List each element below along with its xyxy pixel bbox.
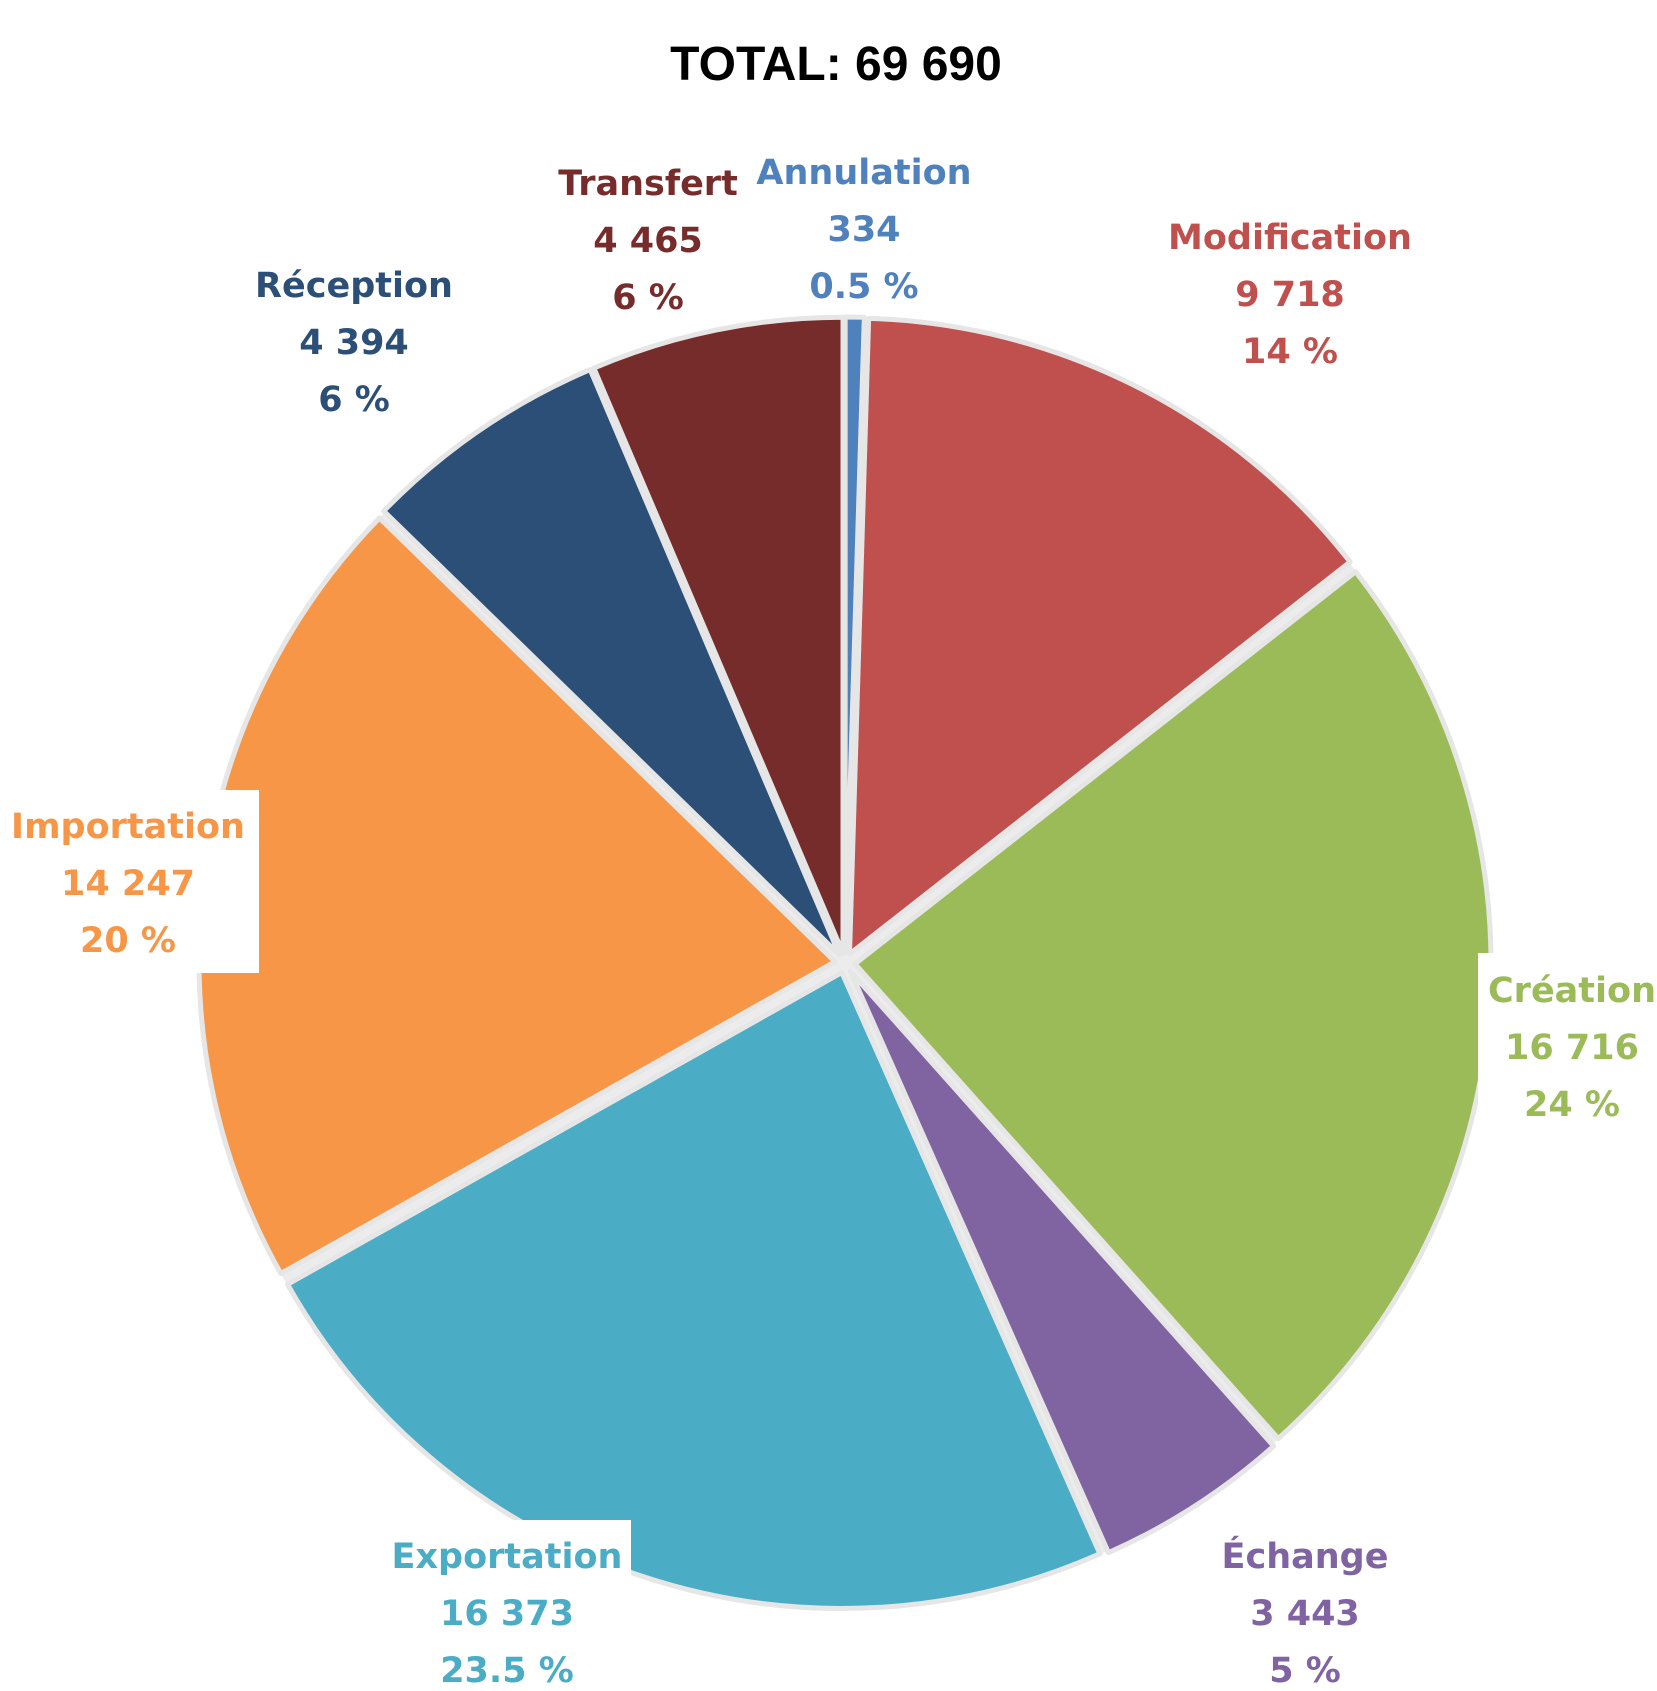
label-background — [1478, 953, 1657, 1136]
slice-value: 4 394 — [299, 323, 409, 363]
pie-slices — [196, 314, 1494, 1611]
label-background — [0, 790, 259, 973]
slice-percent: 23.5 % — [440, 1651, 574, 1691]
slice-label-creation: Création 16 716 24 % — [1478, 953, 1657, 1136]
slice-label-transfert: Transfert 4 465 6 % — [558, 164, 738, 318]
slice-label-annulation: Annulation 334 0.5 % — [756, 153, 971, 307]
slice-name: Réception — [255, 266, 453, 306]
pie-labels: Annulation 334 0.5 % Modification 9 718 14 % C… — [0, 153, 1657, 1691]
slice-value: 16 716 — [1505, 1028, 1639, 1068]
slice-label-echange: Échange 3 443 5 % — [1222, 1535, 1389, 1691]
slice-name: Importation — [11, 807, 245, 847]
slice-value: 14 247 — [61, 864, 195, 904]
pie-slice-echange — [847, 968, 1277, 1556]
slice-percent: 6 % — [318, 380, 390, 420]
slice-label-reception: Réception 4 394 6 % — [255, 266, 453, 420]
slice-percent: 5 % — [1269, 1651, 1341, 1691]
pie-slice-transfert — [591, 314, 846, 956]
slice-percent: 20 % — [80, 921, 176, 961]
slice-value: 4 465 — [593, 221, 703, 261]
pie-slice-modification — [847, 315, 1353, 957]
slice-value: 334 — [827, 210, 900, 250]
slice-name: Modification — [1168, 218, 1412, 258]
slice-percent: 14 % — [1242, 332, 1338, 372]
slice-label-modification: Modification 9 718 14 % — [1168, 218, 1412, 372]
slice-name: Exportation — [392, 1537, 623, 1577]
slice-name: Transfert — [558, 164, 738, 204]
slice-value: 9 718 — [1235, 275, 1345, 315]
slice-name: Création — [1488, 971, 1656, 1011]
slice-value: 16 373 — [440, 1594, 574, 1634]
slice-name: Échange — [1222, 1535, 1389, 1577]
chart-title: TOTAL: 69 690 — [670, 38, 1002, 91]
slice-percent: 24 % — [1524, 1085, 1620, 1125]
slice-percent: 0.5 % — [809, 267, 918, 307]
slice-label-exportation: Exportation 16 373 23.5 % — [381, 1520, 631, 1691]
slice-name: Annulation — [756, 153, 971, 193]
slice-percent: 6 % — [612, 278, 684, 318]
slice-label-importation: Importation 14 247 20 % — [0, 790, 259, 973]
pie-slice-exportation — [285, 969, 1103, 1611]
pie-slice-reception — [381, 367, 842, 958]
label-background — [381, 1520, 631, 1691]
slice-value: 3 443 — [1250, 1594, 1360, 1634]
